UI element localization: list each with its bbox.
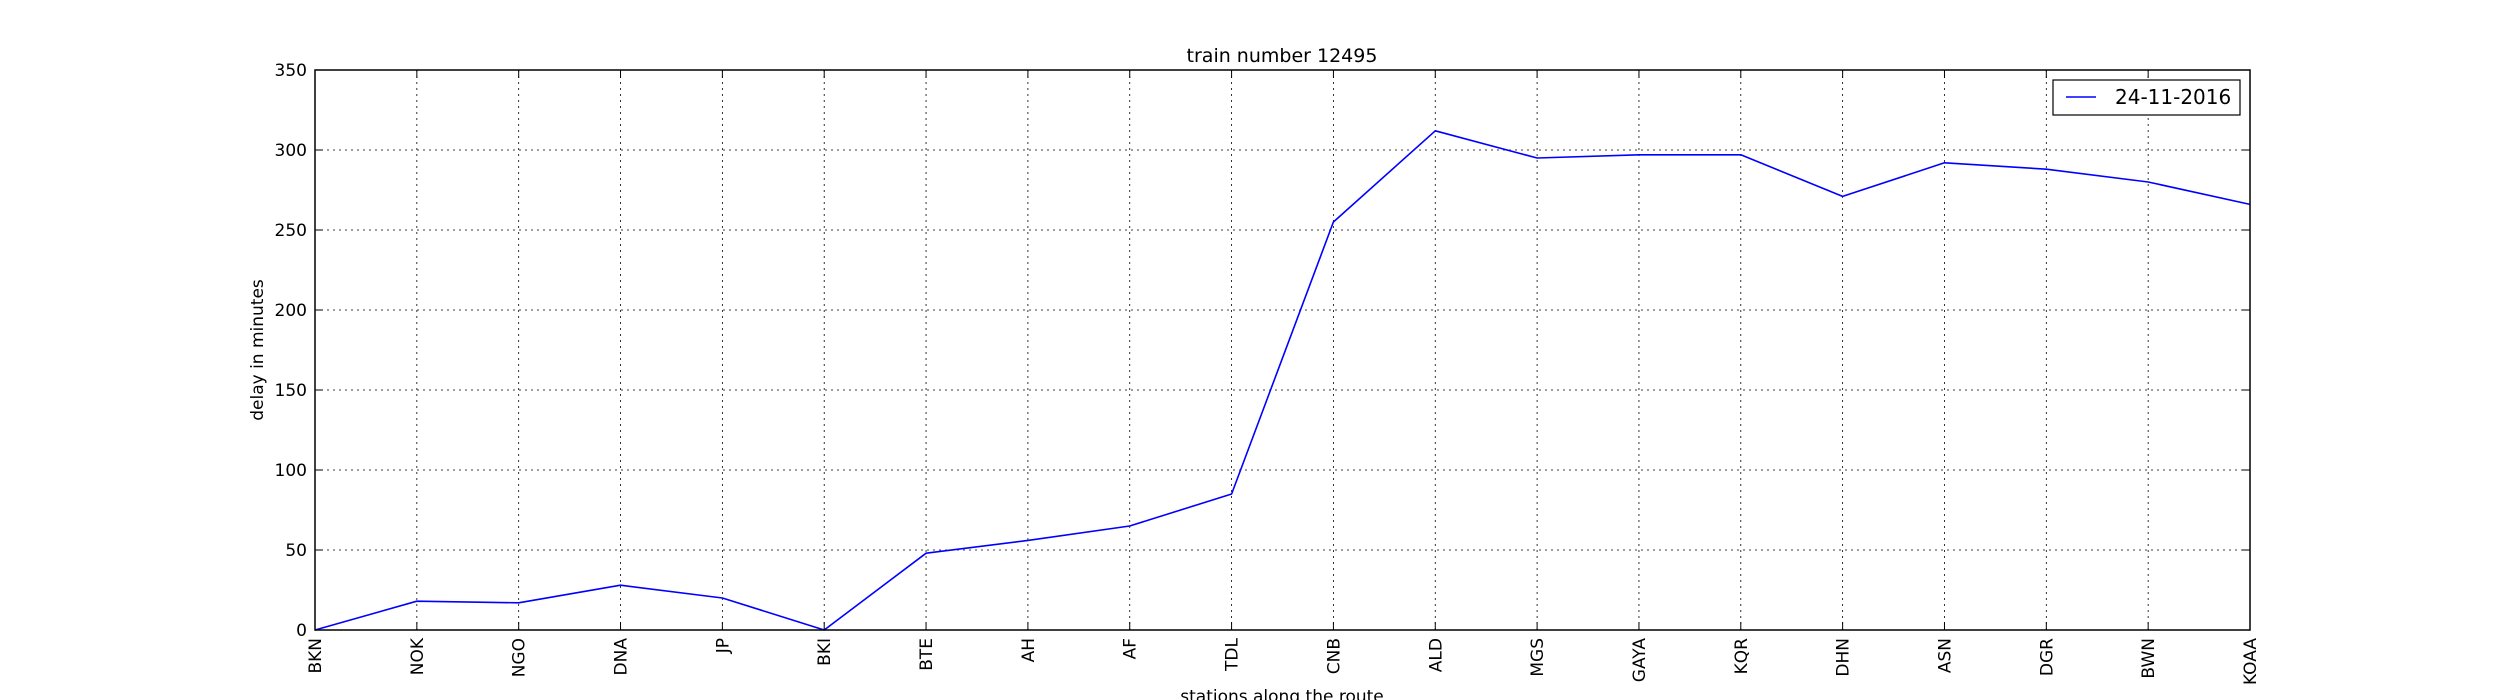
y-tick-label: 250 xyxy=(275,221,307,241)
x-tick-label: ASN xyxy=(1935,638,1955,673)
y-tick-label: 50 xyxy=(285,541,307,561)
x-tick-label: DGR xyxy=(2037,638,2057,676)
y-tick-label: 200 xyxy=(275,301,307,321)
y-tick-label: 100 xyxy=(275,461,307,481)
y-tick-label: 150 xyxy=(275,381,307,401)
x-tick-label: NOK xyxy=(408,637,428,675)
chart-title: train number 12495 xyxy=(1187,45,1378,67)
y-axis-label: delay in minutes xyxy=(248,279,268,421)
x-tick-label: BKN xyxy=(306,638,326,674)
x-tick-label: AH xyxy=(1019,638,1039,662)
x-tick-label: BTE xyxy=(917,638,937,671)
plot-frame xyxy=(314,69,2251,631)
x-tick-label: BKI xyxy=(815,638,835,666)
legend: 24-11-2016 xyxy=(2052,79,2241,116)
x-tick-label: NGO xyxy=(510,638,530,677)
y-tick-label: 300 xyxy=(275,141,307,161)
x-tick-label: DNA xyxy=(612,638,632,676)
x-tick-label: CNB xyxy=(1324,638,1344,674)
grid xyxy=(315,70,2250,630)
x-axis-label: stations along the route xyxy=(1180,687,1384,700)
y-tick-label: 0 xyxy=(296,621,307,641)
x-tick-label: DHN xyxy=(1834,638,1854,677)
x-tick-label: MGS xyxy=(1528,638,1548,677)
x-tick-label: TDL xyxy=(1223,637,1243,671)
y-axis: 0 50 100 150 200 250 300 350 xyxy=(275,61,2250,641)
x-tick-label: BWN xyxy=(2139,638,2159,679)
x-tick-label: AF xyxy=(1121,638,1141,659)
x-tick-label: JP xyxy=(713,638,733,654)
x-tick-label: ALD xyxy=(1426,638,1446,672)
y-tick-label: 350 xyxy=(275,61,307,81)
x-tick-label: KOAA xyxy=(2241,638,2261,685)
x-tick-label: KQR xyxy=(1732,638,1752,675)
legend-label: 24-11-2016 xyxy=(2115,85,2231,109)
series-line xyxy=(314,130,2251,631)
x-tick-label: GAYA xyxy=(1630,638,1650,683)
x-axis: BKN NOK NGO DNA JP BKI BTE AH AF TDL CNB ALD MGS GAYA… xyxy=(306,70,2261,685)
